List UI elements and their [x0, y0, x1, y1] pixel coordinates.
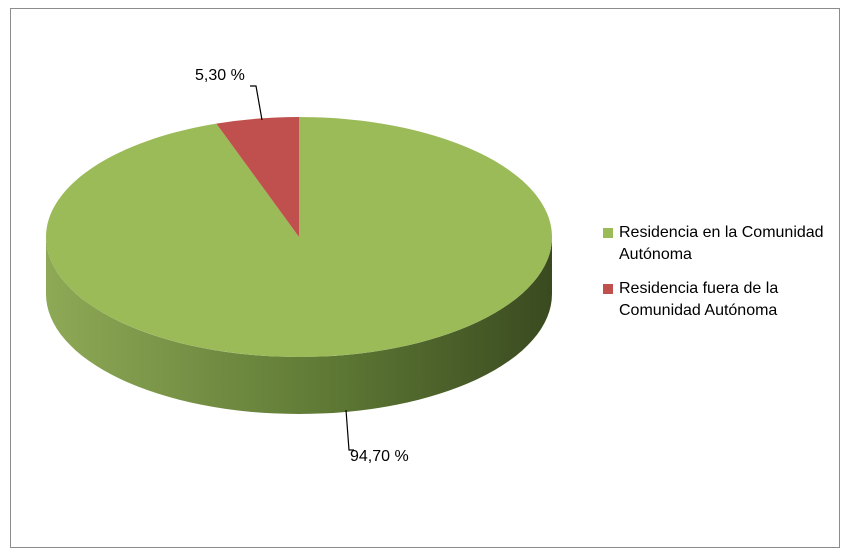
pie-chart: 5,30 % 94,70 % [46, 67, 553, 465]
legend-label-residencia: Residencia en la Comunidad Autónoma [619, 224, 824, 263]
data-label-fuera: 5,30 % [195, 67, 245, 84]
legend-item-fuera: Residencia fuera de la Comunidad Autónom… [603, 278, 843, 322]
legend-label-fuera: Residencia fuera de la Comunidad Autónom… [619, 280, 779, 319]
data-label-residencia: 94,70 % [350, 448, 409, 465]
leader-line-residencia [345, 409, 354, 451]
leader-line-fuera [250, 85, 263, 121]
legend: Residencia en la Comunidad Autónoma Resi… [603, 222, 843, 334]
pie-side-wall [46, 237, 552, 414]
pie-slice-residencia [46, 117, 553, 357]
pie-slice-fuera [216, 117, 299, 237]
legend-swatch-residencia [603, 228, 613, 238]
legend-item-residencia: Residencia en la Comunidad Autónoma [603, 222, 843, 266]
legend-swatch-fuera [603, 284, 613, 294]
